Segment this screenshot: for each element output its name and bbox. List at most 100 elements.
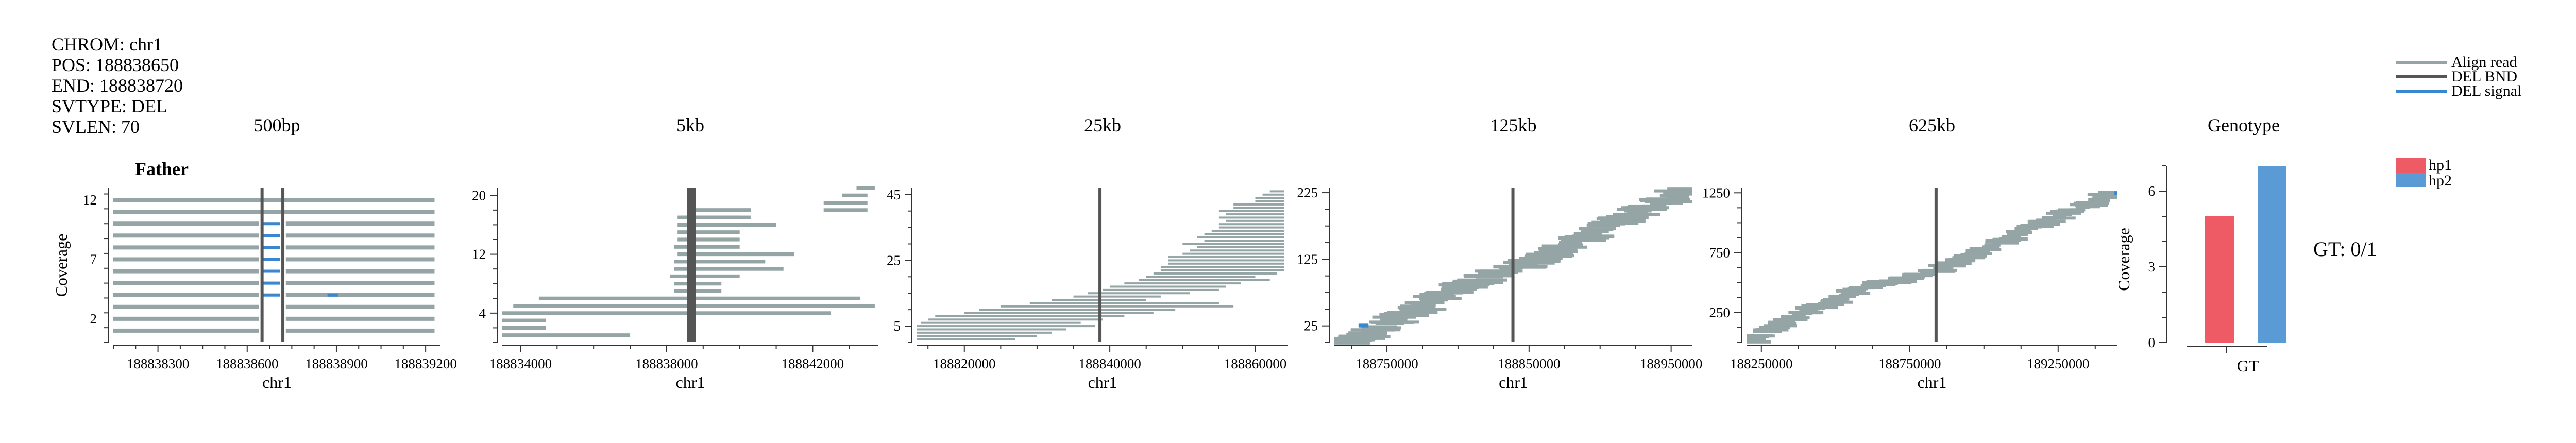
align-read (674, 260, 766, 264)
align-read (1798, 311, 1814, 315)
haplotype-legend: hp1 hp2 (2396, 157, 2452, 189)
align-read (1952, 256, 1985, 260)
y-tick-label: 20 (472, 188, 486, 203)
align-read (113, 198, 435, 202)
align-read (1521, 258, 1561, 261)
align-read (677, 237, 740, 242)
align-read (1639, 198, 1690, 201)
align-read (1478, 272, 1509, 276)
align-read (2100, 192, 2117, 196)
panel-5kb: 5kb 188834000 188838000 188842000 chr1 4 12 20 (472, 115, 878, 391)
align-read (1849, 286, 1883, 289)
align-read (823, 208, 868, 212)
align-read (1073, 295, 1161, 298)
align-read (1589, 228, 1614, 231)
align-read (1351, 332, 1385, 336)
del-signal (262, 281, 280, 285)
align-read (1160, 269, 1284, 271)
align-read (1334, 341, 1370, 345)
align-read (674, 282, 722, 286)
y-tick-label: 125 (1297, 251, 1318, 267)
x-tick-label: 188850000 (1498, 356, 1561, 371)
align-read (917, 325, 1095, 328)
sv-info-block: CHROM: chr1 POS: 188838650 END: 18883872… (52, 34, 183, 137)
y-tick-label: 6 (2148, 183, 2156, 199)
y-tick-label: 4 (479, 305, 486, 321)
align-read (1585, 230, 1609, 233)
align-read (1168, 256, 1284, 259)
x-axis-label: chr1 (1088, 373, 1117, 391)
panel-25kb: 25kb 188820000 188840000 188860000 chr1 5 25 45 (887, 115, 1288, 391)
align-read (1381, 314, 1429, 317)
align-read (1411, 303, 1436, 307)
align-read (917, 335, 1037, 337)
align-read (502, 311, 831, 315)
x-tick-label: 188838300 (127, 356, 190, 371)
align-read (1182, 243, 1284, 245)
x-tick-label: 188838000 (635, 356, 698, 371)
legend-del-signal-label: DEL signal (2451, 82, 2521, 99)
x-tick-label: 188250000 (1730, 356, 1793, 371)
x-axis-label: chr1 (1499, 373, 1528, 391)
align-read (113, 316, 259, 321)
x-axis-label: chr1 (1918, 373, 1947, 391)
align-read (1998, 237, 2028, 241)
align-read (1168, 262, 1284, 265)
del-signal (2114, 191, 2117, 195)
align-read (964, 312, 1154, 314)
x-tick-label: 188842000 (782, 356, 844, 371)
panel-title: 25kb (1084, 115, 1121, 135)
y-tick-label: 225 (1297, 185, 1318, 200)
align-read (1226, 219, 1284, 222)
align-read (1526, 252, 1573, 256)
align-read (1387, 311, 1434, 314)
x-tick-label: 188838600 (216, 356, 279, 371)
y-tick-label: 7 (90, 251, 97, 267)
align-read (1821, 300, 1853, 304)
align-read (1913, 274, 1933, 278)
align-read (285, 304, 435, 309)
genotype-bar-hp1 (2205, 216, 2234, 343)
align-read (1255, 200, 1284, 202)
panel-title: Genotype (2208, 115, 2280, 135)
align-read (1457, 278, 1507, 282)
align-read (113, 269, 259, 274)
align-read (1933, 266, 1954, 269)
align-read (1666, 192, 1692, 196)
y-tick-label: 25 (887, 252, 901, 268)
legend-del-bnd-label: DEL BND (2451, 68, 2517, 85)
align-read (1168, 259, 1284, 262)
align-read (1605, 216, 1649, 219)
align-read (1935, 264, 1966, 268)
align-read (2093, 199, 2110, 202)
align-read (1964, 252, 1992, 255)
legend-hp1-swatch (2396, 158, 2426, 173)
align-read (1374, 326, 1401, 330)
align-read (1146, 276, 1256, 278)
align-read (856, 186, 875, 190)
align-read (1759, 328, 1786, 331)
y-tick-label: 0 (2148, 335, 2156, 350)
x-axis-label: chr1 (676, 373, 705, 391)
align-read (674, 245, 740, 249)
align-read (1255, 197, 1284, 199)
panel-title: 625kb (1909, 115, 1955, 135)
x-tick-label: 188820000 (933, 356, 996, 371)
y-axis-label: Coverage (2114, 228, 2133, 291)
align-read (113, 304, 259, 309)
reads-legend: Align read DEL BND DEL signal (2396, 54, 2521, 99)
info-chrom: CHROM: chr1 (52, 34, 162, 55)
align-read (2052, 213, 2072, 216)
align-read (1921, 271, 1937, 275)
align-read (917, 328, 1066, 331)
align-read (285, 281, 435, 285)
align-read (1811, 303, 1843, 306)
align-read (113, 245, 259, 250)
panel-title: 500bp (254, 115, 300, 135)
align-read (1670, 189, 1692, 192)
align-read (1400, 308, 1447, 311)
info-svtype: SVTYPE: DEL (52, 96, 167, 116)
align-read (674, 289, 722, 293)
align-read (677, 252, 794, 257)
